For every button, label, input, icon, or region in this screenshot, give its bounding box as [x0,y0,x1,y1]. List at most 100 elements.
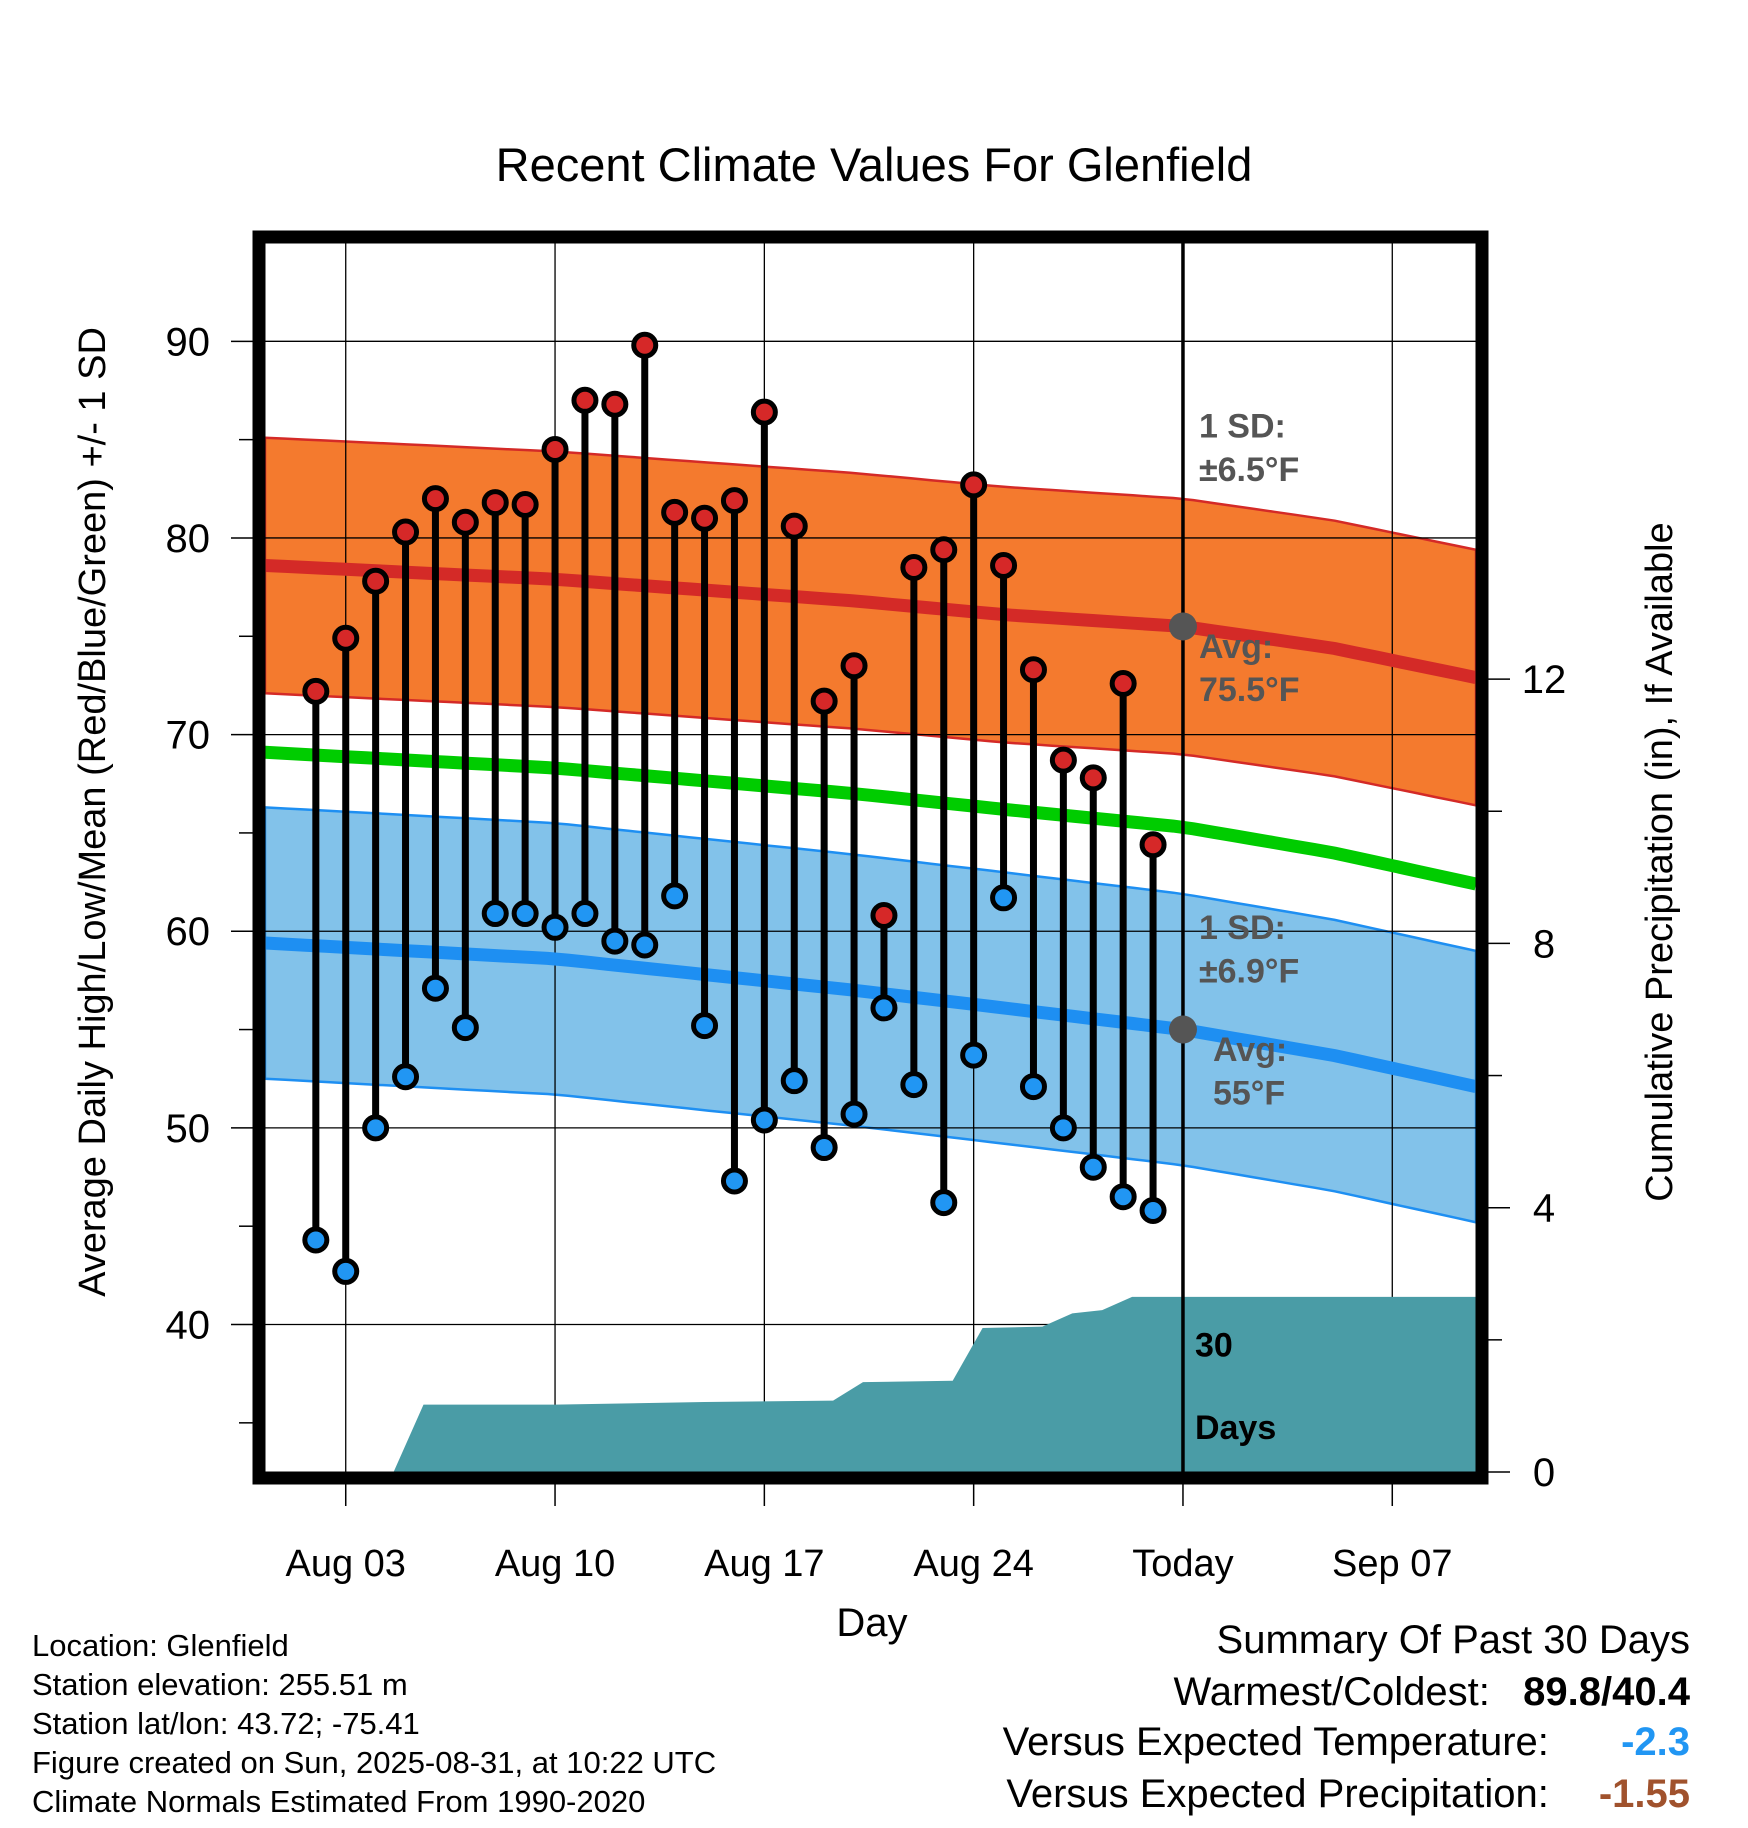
precip-label: Versus Expected Precipitation: [1006,1772,1549,1816]
period-number-label: 30 [1195,1326,1233,1364]
y2-tick-label: 4 [1533,1187,1555,1231]
low-avg-value: 55°F [1213,1074,1285,1112]
high-sd-value: ±6.5°F [1199,451,1299,489]
info-created: Figure created on Sun, 2025-08-31, at 10… [32,1745,717,1780]
daily-high-point [1109,669,1137,697]
daily-low-point [1079,1153,1107,1181]
daily-low-point [720,1167,748,1195]
daily-high-point [720,487,748,515]
low-avg-label: Avg: [1213,1031,1287,1069]
daily-high-point [601,390,629,418]
summary-warm-cold: Warmest/Coldest: 89.8/40.4 [1173,1672,1690,1712]
y-tick-label: 50 [166,1107,211,1151]
daily-high-point [302,677,330,705]
warmest-value: 89.8 [1523,1670,1602,1714]
info-latlon: Station lat/lon: 43.72; -75.41 [32,1706,420,1741]
today-low-avg-marker [1168,1015,1197,1044]
daily-low-point [481,900,509,928]
daily-high-point [1019,656,1047,684]
daily-low-point [750,1106,778,1134]
coldest-value: 40.4 [1612,1670,1690,1714]
y-tick-label: 90 [166,320,211,364]
daily-low-point [990,884,1018,912]
summary-temp: Versus Expected Temperature: -2.3 [1003,1722,1690,1762]
daily-low-point [421,974,449,1002]
daily-low-point [392,1063,420,1091]
daily-high-point [900,553,928,581]
y-tick-label: 70 [166,714,211,758]
daily-low-point [541,913,569,941]
daily-low-point [810,1134,838,1162]
period-unit-label: Days [1195,1409,1276,1447]
y-axis-label: Average Daily High/Low/Mean (Red/Blue/Gr… [72,327,114,1297]
daily-low-point [960,1041,988,1069]
y-tick-label: 60 [166,910,211,954]
daily-high-point [421,485,449,513]
daily-low-point [571,900,599,928]
daily-low-point [362,1114,390,1142]
daily-low-point [870,994,898,1022]
daily-high-point [960,471,988,499]
y-tick-label: 80 [166,517,211,561]
daily-low-point [1109,1183,1137,1211]
x-tick-label: Sep 07 [1332,1543,1452,1585]
daily-high-point [780,512,808,540]
daily-high-point [840,652,868,680]
daily-low-point [780,1067,808,1095]
axes: 40 50 60 70 80 90 0 4 8 12 Aug 03 Aug 10 Aug 17 Aug 2… [166,230,1566,1585]
summary-precip: Versus Expected Precipitation: -1.55 [1006,1774,1690,1814]
daily-low-point [601,927,629,955]
daily-low-point [691,1012,719,1040]
daily-low-point [661,882,689,910]
high-avg-label: Avg: [1199,628,1273,666]
daily-high-point [661,498,689,526]
daily-high-point [541,435,569,463]
daily-high-point [691,504,719,532]
chart-title: Recent Climate Values For Glenfield [496,138,1253,191]
daily-high-point [481,489,509,517]
warm-cold-separator: / [1601,1670,1613,1714]
daily-high-point [332,624,360,652]
x-tick-label: Aug 24 [913,1543,1033,1585]
info-normals: Climate Normals Estimated From 1990-2020 [32,1784,646,1819]
x-tick-label: Aug 10 [495,1543,615,1585]
info-location: Location: Glenfield [32,1628,289,1663]
daily-low-point [900,1071,928,1099]
y2-tick-label: 0 [1533,1451,1555,1495]
daily-high-point [750,398,778,426]
daily-high-point [1139,831,1167,859]
warm-cold-label: Warmest/Coldest: [1173,1670,1490,1714]
plot-area: 1 SD: ±6.5°F Avg: 75.5°F 1 SD: ±6.9°F Avg: 55°F… [265,243,1476,1472]
daily-low-point [1019,1073,1047,1101]
temp-label: Versus Expected Temperature: [1002,1720,1549,1764]
plot-frame [252,230,1489,1485]
daily-low-point [332,1257,360,1285]
daily-high-point [930,536,958,564]
daily-low-point [1139,1196,1167,1224]
daily-high-point [451,508,479,536]
daily-low-point [840,1100,868,1128]
daily-low-point [930,1189,958,1217]
daily-high-point [571,386,599,414]
y-tick-label: 40 [166,1304,211,1348]
daily-high-point [1079,764,1107,792]
daily-high-point [362,567,390,595]
x-tick-label: Today [1132,1543,1233,1585]
daily-high-point [631,331,659,359]
plot-clipped-group: 1 SD: ±6.5°F Avg: 75.5°F 1 SD: ±6.9°F Avg: 55°F… [265,243,1476,1472]
daily-high-point [392,518,420,546]
daily-high-point [511,491,539,519]
daily-low-point [302,1226,330,1254]
high-sd-band [265,436,1476,807]
daily-low-point [451,1014,479,1042]
today-high-avg-marker [1168,612,1197,641]
summary-heading: Summary Of Past 30 Days [1216,1618,1690,1662]
daily-high-point [990,551,1018,579]
temp-value: -2.3 [1621,1720,1690,1764]
daily-high-point [1049,746,1077,774]
precip-value: -1.55 [1598,1772,1690,1816]
daily-low-point [1049,1114,1077,1142]
daily-low-point [631,931,659,959]
info-elevation: Station elevation: 255.51 m [32,1667,408,1702]
